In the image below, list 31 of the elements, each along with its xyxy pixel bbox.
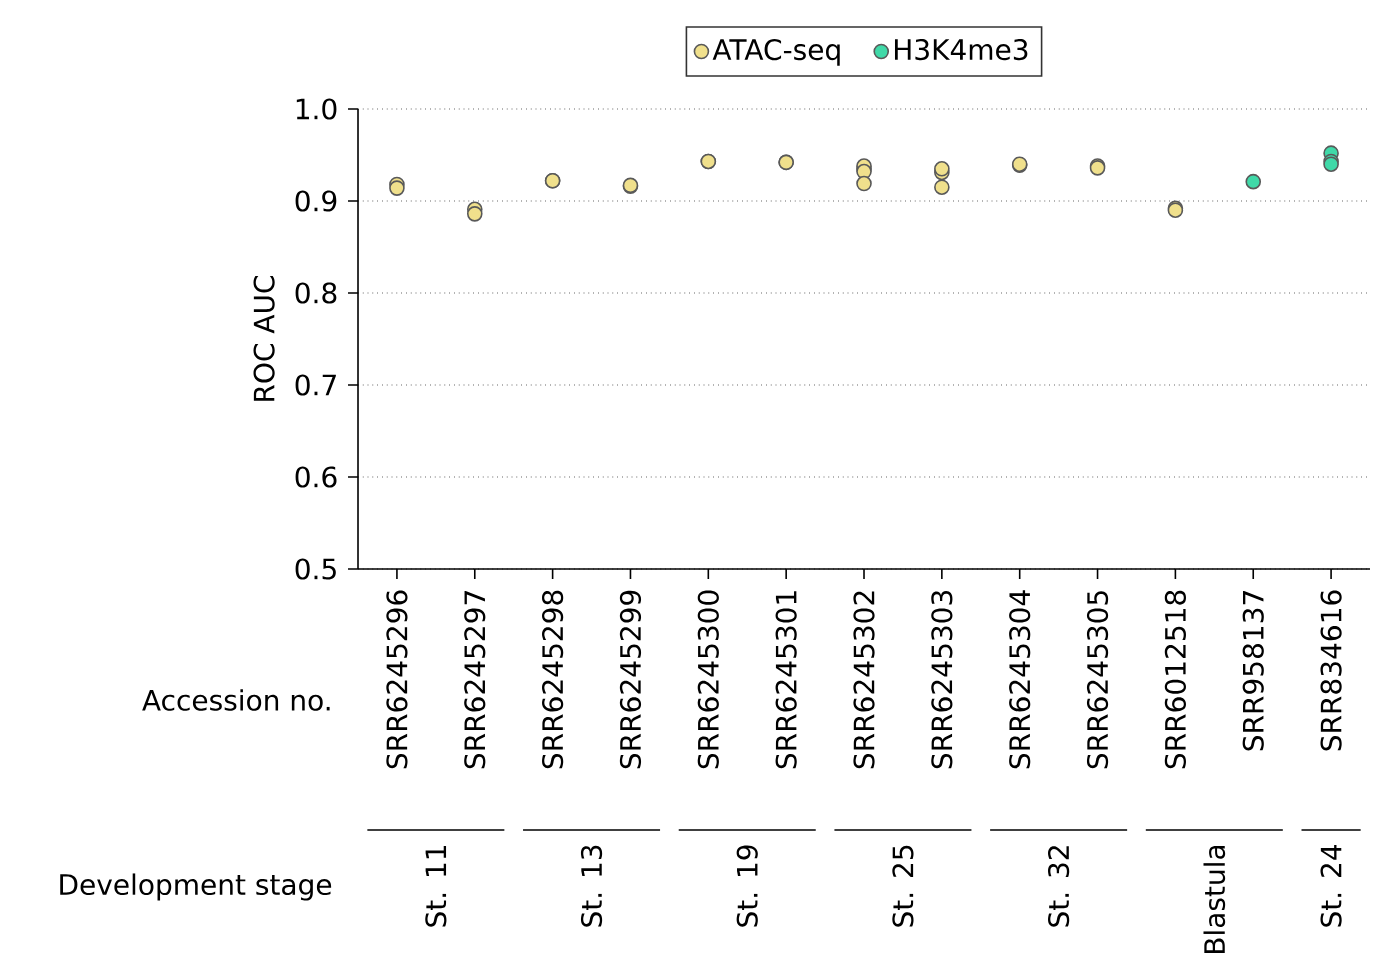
x-tick-label: SRR6245296 — [386, 590, 408, 769]
x-tick-label: SRR834616 — [1320, 590, 1342, 751]
x-tick-label: SRR958137 — [1242, 591, 1264, 751]
text: St. 19 — [736, 845, 758, 927]
text: St. 25 — [892, 845, 914, 927]
x-tick-label: SRR6245305 — [1086, 591, 1109, 769]
legend-label: H3K4me3 — [894, 39, 1028, 61]
text: St. 13 — [580, 845, 603, 927]
text: Blastula — [1203, 845, 1226, 954]
x-tick-label: SRR6012518 — [1164, 590, 1186, 769]
text: St. 11 — [425, 845, 447, 927]
y-tick-label: 0.9 — [295, 190, 337, 212]
text: St. 32 — [1048, 846, 1070, 927]
x-tick-label: SRR6245302 — [853, 591, 875, 769]
text: Development stage — [60, 873, 332, 901]
y-tick-label: 0.8 — [295, 282, 337, 304]
y-tick-label: 0.7 — [295, 374, 336, 396]
text: Accession no. — [142, 689, 330, 711]
x-tick-label: SRR6245298 — [542, 590, 564, 769]
x-tick-label: SRR6245303 — [931, 590, 953, 769]
y-tick-label: 1.0 — [296, 98, 337, 120]
legend-label: ATAC-seq — [712, 39, 840, 66]
x-tick-label: SRR6245300 — [697, 590, 719, 769]
text: St. 24 — [1320, 844, 1342, 927]
y-tick-label: 0.5 — [295, 558, 336, 580]
y-axis-title: ROC AUC — [253, 275, 275, 401]
x-tick-label: SRR6245299 — [619, 590, 642, 769]
x-tick-label: SRR6245301 — [775, 591, 797, 769]
x-tick-label: SRR6245297 — [464, 591, 486, 769]
y-tick-label: 0.6 — [295, 466, 337, 488]
x-tick-label: SRR6245304 — [1009, 590, 1031, 769]
